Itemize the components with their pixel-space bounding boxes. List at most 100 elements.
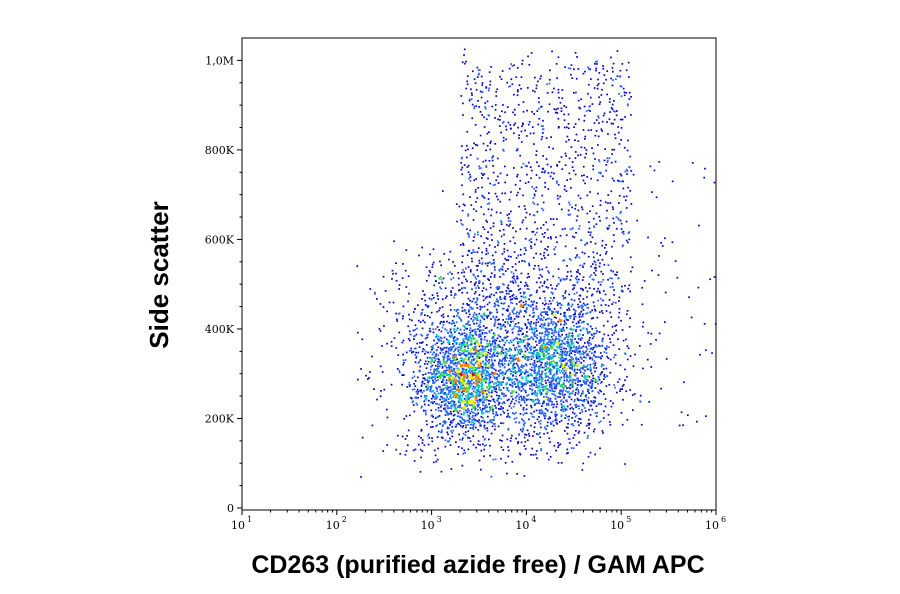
data-point: [537, 352, 540, 355]
data-point: [481, 372, 484, 375]
data-point: [436, 369, 439, 371]
data-point: [485, 253, 487, 256]
data-point: [453, 309, 456, 311]
data-point: [599, 352, 602, 354]
data-point: [489, 182, 491, 185]
data-point: [612, 79, 614, 81]
data-point: [543, 414, 545, 417]
data-point: [595, 378, 598, 381]
data-point: [440, 278, 443, 281]
data-point: [609, 341, 612, 344]
data-point: [563, 373, 566, 376]
data-point: [536, 344, 538, 346]
data-point: [488, 382, 490, 384]
data-point: [426, 356, 429, 359]
data-point: [503, 372, 505, 375]
data-point: [536, 371, 539, 374]
data-point: [568, 293, 570, 296]
data-point: [601, 355, 603, 357]
data-point: [436, 403, 438, 405]
data-point: [556, 383, 558, 385]
data-point: [454, 408, 457, 411]
data-point: [511, 460, 514, 463]
data-point: [420, 437, 422, 439]
data-point: [461, 418, 464, 421]
data-point: [518, 341, 521, 343]
data-point: [486, 345, 489, 348]
data-point: [528, 276, 530, 278]
data-point: [470, 334, 473, 336]
data-point: [576, 352, 579, 354]
data-point: [559, 335, 562, 338]
data-point: [523, 475, 526, 477]
data-point: [605, 352, 608, 354]
data-point: [449, 353, 452, 355]
data-point: [442, 371, 445, 374]
data-point: [567, 376, 569, 379]
data-point: [546, 421, 549, 424]
data-point: [625, 168, 628, 171]
data-point: [478, 361, 480, 364]
data-point: [598, 122, 600, 124]
data-point: [578, 345, 580, 347]
data-point: [500, 372, 503, 374]
data-point: [549, 384, 551, 386]
data-point: [473, 417, 475, 420]
data-point: [462, 368, 464, 371]
data-point: [525, 308, 528, 311]
data-point: [432, 351, 435, 354]
data-point: [428, 274, 430, 277]
data-point: [522, 409, 525, 411]
data-point: [539, 347, 542, 349]
data-point: [526, 349, 529, 351]
data-point: [508, 405, 511, 407]
data-point: [475, 372, 478, 375]
data-point: [495, 291, 498, 294]
data-point: [459, 394, 462, 397]
data-point: [480, 172, 483, 175]
data-point: [504, 298, 507, 301]
data-point: [468, 377, 471, 379]
data-point: [570, 340, 573, 343]
data-point: [557, 342, 560, 345]
data-point: [536, 395, 538, 397]
data-point: [452, 414, 455, 417]
data-point: [473, 366, 475, 369]
data-point: [553, 248, 556, 250]
data-point: [433, 375, 436, 378]
data-point: [550, 372, 552, 375]
data-point: [560, 353, 563, 356]
data-point: [517, 254, 520, 257]
data-point: [585, 394, 588, 396]
data-point: [440, 337, 443, 340]
data-point: [533, 430, 535, 433]
data-point: [565, 399, 567, 402]
data-point: [469, 329, 471, 332]
data-point: [466, 419, 468, 422]
data-point: [458, 351, 461, 354]
data-point: [591, 383, 594, 385]
data-point: [603, 373, 606, 376]
data-point: [465, 361, 467, 364]
data-point: [517, 330, 520, 333]
data-point: [461, 333, 464, 336]
data-point: [438, 309, 440, 312]
data-point: [542, 389, 544, 392]
data-point: [504, 358, 506, 361]
data-point: [578, 298, 580, 300]
data-point: [615, 227, 618, 230]
data-point: [469, 154, 472, 156]
data-point: [477, 285, 479, 287]
data-point: [462, 390, 464, 393]
data-point: [470, 404, 473, 406]
data-point: [515, 421, 517, 424]
data-point: [516, 378, 518, 381]
data-point: [477, 440, 480, 442]
data-point: [488, 87, 490, 90]
data-point: [439, 375, 442, 378]
data-point: [469, 350, 472, 353]
data-point: [437, 335, 440, 338]
data-point: [506, 415, 508, 418]
data-point: [522, 341, 525, 343]
data-point: [532, 356, 535, 359]
